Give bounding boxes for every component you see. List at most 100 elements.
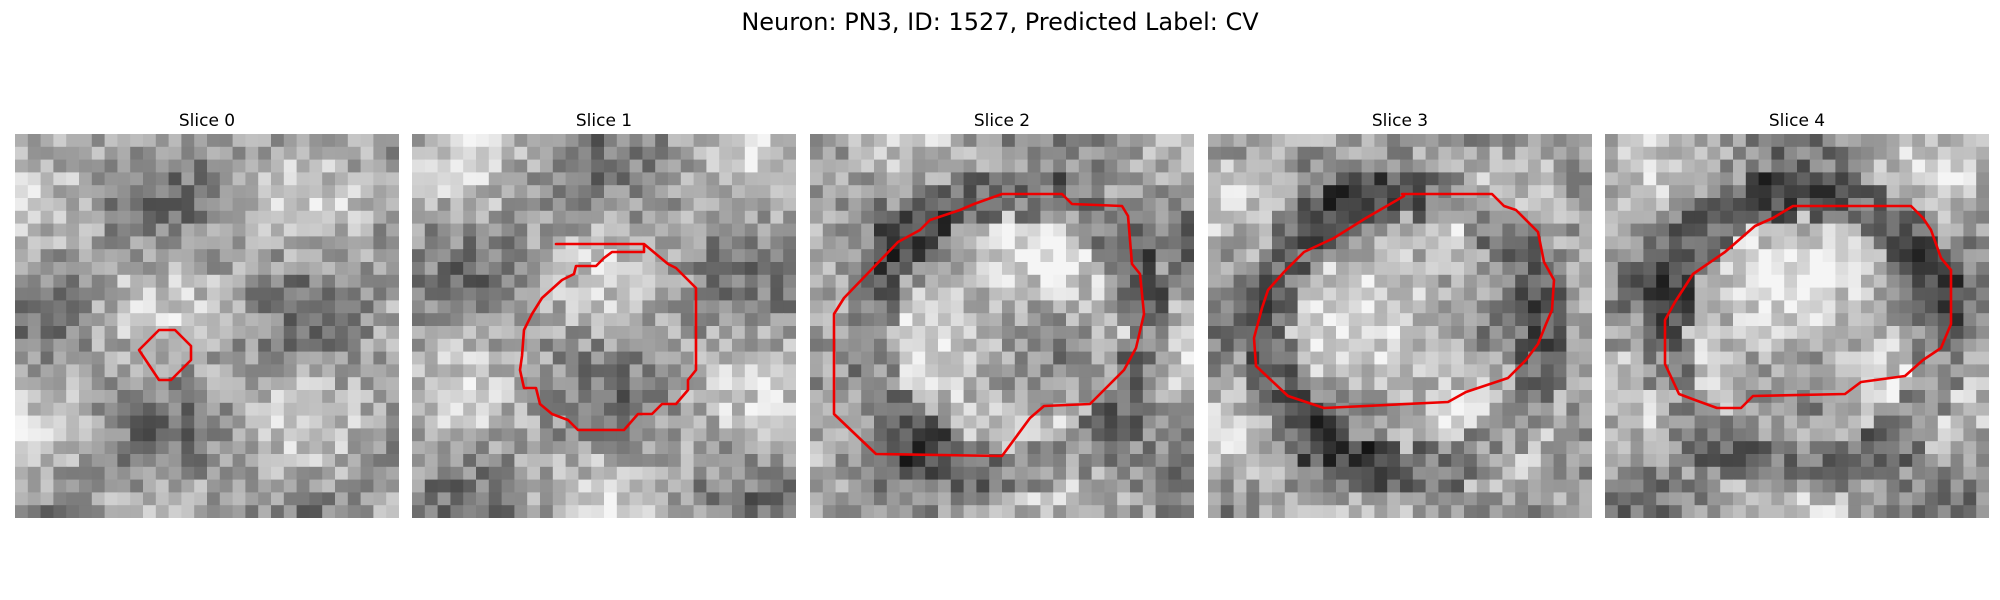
pixel-cell bbox=[1976, 172, 1989, 186]
pixel-cell bbox=[1656, 415, 1670, 429]
pixel-cell bbox=[1053, 505, 1067, 518]
pixel-cell bbox=[322, 428, 336, 442]
pixel-cell bbox=[963, 441, 977, 455]
pixel-cell bbox=[1155, 466, 1169, 481]
pixel-cell bbox=[565, 210, 579, 225]
pixel-cell bbox=[1771, 274, 1785, 289]
pixel-cell bbox=[143, 274, 157, 289]
pixel-cell bbox=[1643, 441, 1657, 455]
pixel-cell bbox=[1451, 338, 1465, 353]
pixel-cell bbox=[950, 185, 965, 199]
pixel-cell bbox=[1476, 402, 1491, 417]
pixel-cell bbox=[1040, 185, 1054, 199]
pixel-cell bbox=[1297, 210, 1311, 225]
pixel-cell bbox=[335, 262, 349, 276]
pixel-cell bbox=[1361, 172, 1375, 186]
pixel-cell bbox=[642, 492, 656, 506]
pixel-cell bbox=[706, 262, 720, 276]
pixel-cell bbox=[1155, 146, 1169, 161]
pixel-cell bbox=[1387, 300, 1401, 314]
pixel-cell bbox=[1425, 262, 1439, 276]
pixel-cell bbox=[1963, 236, 1977, 250]
pixel-cell bbox=[1848, 274, 1862, 289]
pixel-cell bbox=[1925, 274, 1939, 289]
pixel-cell bbox=[1771, 428, 1785, 442]
pixel-cell bbox=[15, 402, 29, 417]
pixel-cell bbox=[322, 146, 336, 161]
pixel-cell bbox=[565, 441, 579, 455]
pixel-cell bbox=[1963, 134, 1977, 148]
pixel-cell bbox=[835, 492, 849, 506]
pixel-cell bbox=[1091, 287, 1105, 301]
pixel-cell bbox=[783, 390, 796, 404]
pixel-cell bbox=[1963, 428, 1977, 442]
pixel-cell bbox=[604, 185, 618, 199]
pixel-cell bbox=[1643, 454, 1657, 468]
pixel-cell bbox=[770, 274, 784, 289]
pixel-cell bbox=[514, 466, 528, 481]
pixel-cell bbox=[655, 390, 669, 404]
pixel-cell bbox=[680, 249, 695, 263]
pixel-cell bbox=[450, 287, 464, 301]
pixel-cell bbox=[1925, 159, 1939, 173]
pixel-cell bbox=[53, 402, 67, 417]
pixel-cell bbox=[1400, 441, 1414, 455]
pixel-cell bbox=[565, 492, 579, 506]
pixel-cell bbox=[1438, 505, 1452, 518]
pixel-cell bbox=[1515, 492, 1529, 506]
pixel-cell bbox=[66, 236, 80, 250]
pixel-cell bbox=[757, 402, 771, 417]
pixel-cell bbox=[1310, 479, 1324, 493]
pixel-cell bbox=[1348, 300, 1363, 314]
pixel-cell bbox=[1259, 210, 1273, 225]
pixel-cell bbox=[1233, 198, 1247, 212]
pixel-cell bbox=[527, 287, 541, 301]
pixel-cell bbox=[1272, 159, 1286, 173]
pixel-cell bbox=[540, 505, 554, 518]
pixel-cell bbox=[1605, 338, 1619, 353]
pixel-cell bbox=[1502, 466, 1516, 481]
pixel-cell bbox=[591, 492, 605, 506]
pixel-cell bbox=[143, 223, 157, 237]
pixel-cell bbox=[783, 185, 796, 199]
pixel-cell bbox=[15, 441, 29, 455]
pixel-cell bbox=[1694, 466, 1708, 481]
pixel-cell bbox=[1181, 236, 1194, 250]
pixel-cell bbox=[463, 313, 477, 327]
pixel-cell bbox=[1425, 313, 1439, 327]
pixel-cell bbox=[693, 454, 707, 468]
pixel-cell bbox=[373, 313, 387, 327]
pixel-cell bbox=[822, 236, 837, 250]
pixel-cell bbox=[706, 300, 720, 314]
pixel-cell bbox=[437, 236, 451, 250]
pixel-cell bbox=[604, 172, 618, 186]
pixel-cell bbox=[1142, 146, 1157, 161]
pixel-cell bbox=[1771, 402, 1785, 417]
pixel-cell bbox=[66, 134, 80, 148]
pixel-cell bbox=[1336, 249, 1350, 263]
pixel-cell bbox=[655, 326, 669, 340]
pixel-cell bbox=[1707, 313, 1721, 327]
pixel-cell bbox=[1669, 454, 1683, 468]
pixel-cell bbox=[1950, 492, 1964, 506]
pixel-cell bbox=[1104, 338, 1118, 353]
pixel-cell bbox=[258, 300, 272, 314]
pixel-cell bbox=[1681, 466, 1696, 481]
pixel-cell bbox=[476, 300, 490, 314]
pixel-cell bbox=[989, 210, 1003, 225]
pixel-cell bbox=[53, 172, 67, 186]
pixel-cell bbox=[706, 313, 720, 327]
pixel-cell bbox=[912, 402, 926, 417]
pixel-cell bbox=[1348, 454, 1363, 468]
pixel-cell bbox=[1142, 198, 1157, 212]
pixel-cell bbox=[360, 134, 374, 148]
pixel-cell bbox=[412, 159, 426, 173]
pixel-cell bbox=[66, 428, 80, 442]
pixel-cell bbox=[1733, 466, 1747, 481]
pixel-cell bbox=[1272, 326, 1286, 340]
pixel-cell bbox=[91, 479, 106, 493]
pixel-cell bbox=[155, 454, 170, 468]
pixel-cell bbox=[476, 262, 490, 276]
pixel-cell bbox=[642, 262, 656, 276]
pixel-cell bbox=[950, 441, 965, 455]
